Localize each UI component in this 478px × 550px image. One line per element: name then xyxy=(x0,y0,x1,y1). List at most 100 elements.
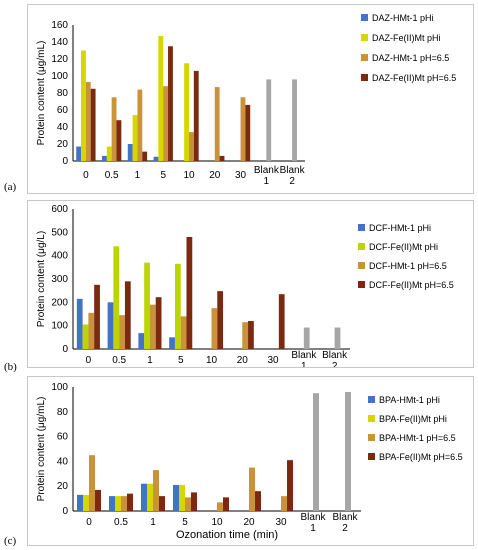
legend-swatch-b-1 xyxy=(358,243,365,250)
panel-label-a: (a) xyxy=(4,181,17,193)
y-tick-label-a-7: 140 xyxy=(51,37,68,48)
bar-c-s3-c6 xyxy=(287,460,293,511)
y-tick-label-b-3: 300 xyxy=(51,274,68,285)
x-tick-label-b-7-l2: 1 xyxy=(301,361,307,367)
bar-a-s1-c2 xyxy=(132,115,138,161)
x-tick-label-c-1: 0.5 xyxy=(114,517,128,528)
x-tick-label-b-4: 10 xyxy=(206,355,218,366)
bar-c-s3-c4 xyxy=(223,497,229,511)
x-tick-label-b-7-l1: Blank xyxy=(291,350,317,361)
bar-c-s0-c1 xyxy=(109,496,115,511)
x-tick-label-c-8-l1: Blank xyxy=(332,512,358,523)
y-tick-label-c-5: 100 xyxy=(51,382,68,393)
legend-label-a-1: DAZ-Fe(II)Mt pHi xyxy=(372,33,441,43)
bar-c-s2-c5 xyxy=(249,467,255,511)
panel-label-b: (b) xyxy=(4,361,17,373)
bar-a-s2-c0 xyxy=(85,81,91,161)
bar-c-s2-c0 xyxy=(89,455,95,511)
legend-label-c-0: BPA-HMt-1 pHi xyxy=(379,395,440,405)
y-axis-label-c: Protein content (μg/mL) xyxy=(36,397,47,502)
x-tick-label-b-8-l1: Blank xyxy=(322,350,348,361)
bar-b-s0-c3 xyxy=(169,337,175,349)
legend-swatch-a-2 xyxy=(361,54,368,61)
legend-label-c-1: BPA-Fe(II)Mt pHi xyxy=(379,414,447,424)
bar-a-s3-c4 xyxy=(193,70,199,161)
bar-b-s2-c8 xyxy=(334,327,341,349)
y-tick-label-b-0: 0 xyxy=(62,344,68,355)
bar-a-s0-c3 xyxy=(153,156,159,161)
bar-a-s2-c7 xyxy=(266,79,272,161)
bar-a-s1-c0 xyxy=(81,50,86,161)
x-tick-label-a-6: 30 xyxy=(235,170,247,181)
y-tick-label-b-2: 200 xyxy=(51,297,68,308)
legend-swatch-c-3 xyxy=(368,453,375,460)
y-tick-label-a-6: 120 xyxy=(51,54,68,65)
legend-label-b-3: DCF-Fe(II)Mt pH=6.5 xyxy=(369,280,454,290)
x-tick-label-c-8-l2: 2 xyxy=(342,523,348,534)
bar-a-s0-c0 xyxy=(76,146,82,161)
bar-c-s1-c3 xyxy=(179,484,185,511)
x-tick-label-b-5: 20 xyxy=(237,355,249,366)
bar-b-s3-c4 xyxy=(217,291,224,349)
bar-a-s1-c4 xyxy=(184,63,189,161)
bar-c-s0-c0 xyxy=(77,494,83,511)
bar-c-s3-c2 xyxy=(159,496,165,511)
bar-c-s2-c6 xyxy=(281,496,287,511)
y-tick-label-c-1: 20 xyxy=(57,481,69,492)
bar-a-s3-c3 xyxy=(168,46,173,161)
chart-panel-b: 0 100 200 300 400 500 600 Protein content (μg/L… xyxy=(27,200,474,368)
legend-label-a-3: DAZ-Fe(II)Mt pH=6.5 xyxy=(372,73,456,83)
x-axis-title-c: Ozonation time (min) xyxy=(176,529,278,541)
y-tick-label-c-2: 40 xyxy=(57,456,69,467)
x-tick-label-b-2: 1 xyxy=(147,355,153,366)
bar-b-s2-c5 xyxy=(242,322,249,349)
x-tick-label-c-7-l1: Blank xyxy=(300,512,326,523)
bar-b-s0-c2 xyxy=(138,333,145,349)
legend-label-b-1: DCF-Fe(II)Mt pHi xyxy=(369,242,438,252)
bar-b-s1-c0 xyxy=(82,324,89,349)
legend-label-c-3: BPA-Fe(II)Mt pH=6.5 xyxy=(379,452,463,462)
bar-b-s3-c3 xyxy=(186,237,193,349)
bar-b-s3-c2 xyxy=(155,297,162,349)
y-axis-label-b: Protein content (μg/L) xyxy=(36,231,47,327)
chart-panel-a: 0 20 40 60 80 100 120 140 160 Protein content (μg… xyxy=(27,4,474,194)
bar-b-s0-c0 xyxy=(76,298,83,349)
x-tick-label-a-3: 5 xyxy=(160,170,166,181)
bar-b-s2-c3 xyxy=(180,316,187,349)
legend-swatch-b-0 xyxy=(358,224,365,231)
y-tick-label-a-1: 20 xyxy=(57,139,69,150)
legend-swatch-b-3 xyxy=(358,281,365,288)
legend-swatch-a-3 xyxy=(361,74,368,81)
x-tick-label-a-0: 0 xyxy=(83,170,89,181)
bar-a-s1-c1 xyxy=(106,146,112,161)
bar-c-s2-c8 xyxy=(345,391,351,511)
bar-c-s3-c0 xyxy=(95,489,101,511)
y-tick-label-b-1: 100 xyxy=(51,321,68,332)
x-tick-label-a-8-l1: Blank xyxy=(280,165,306,176)
x-tick-label-c-6: 30 xyxy=(275,517,287,528)
bar-b-s1-c1 xyxy=(113,246,120,349)
y-tick-label-a-5: 100 xyxy=(51,71,68,82)
bar-b-s3-c0 xyxy=(94,284,100,349)
x-tick-label-a-7-l2: 1 xyxy=(264,176,270,187)
y-tick-label-c-4: 80 xyxy=(57,407,69,418)
bar-a-s2-c3 xyxy=(163,86,169,161)
legend-swatch-c-2 xyxy=(368,434,375,441)
bar-c-s1-c1 xyxy=(115,496,121,511)
bar-a-s1-c3 xyxy=(158,36,164,161)
bar-a-s3-c2 xyxy=(142,151,148,161)
bar-c-s2-c4 xyxy=(217,502,223,511)
y-tick-label-a-8: 160 xyxy=(51,20,68,31)
bar-a-s2-c2 xyxy=(137,89,143,161)
bar-a-s2-c5 xyxy=(214,87,220,161)
x-tick-label-b-0: 0 xyxy=(86,355,92,366)
x-tick-label-b-3: 5 xyxy=(178,355,184,366)
x-tick-label-c-3: 5 xyxy=(182,517,188,528)
bar-b-s2-c2 xyxy=(149,304,156,349)
y-axis-label-a: Protein content (μg/mL) xyxy=(36,41,47,146)
bar-b-s3-c1 xyxy=(124,281,131,349)
bar-b-s1-c3 xyxy=(174,263,181,349)
bar-b-s1-c2 xyxy=(144,262,150,349)
legend-label-a-2: DAZ-HMt-1 pH=6.5 xyxy=(372,53,449,63)
